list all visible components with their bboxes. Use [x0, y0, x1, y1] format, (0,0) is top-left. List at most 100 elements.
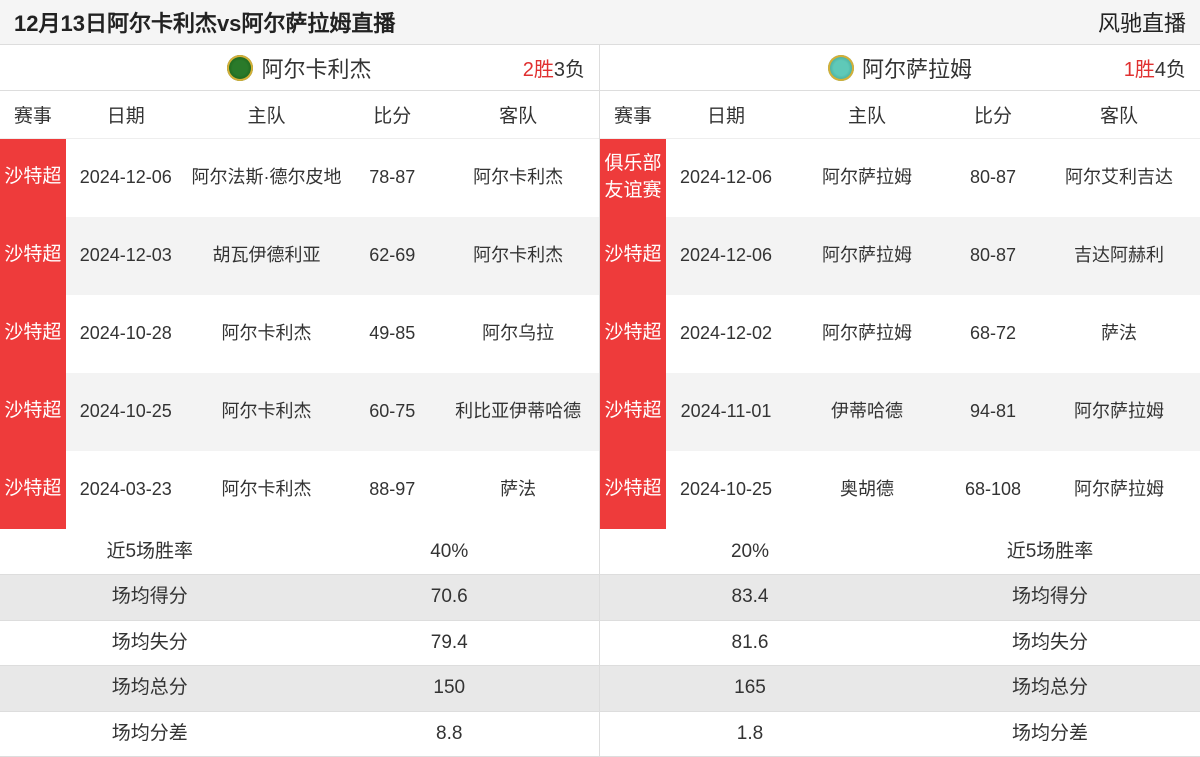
- table-header-row: 赛事 日期 主队 比分 客队: [600, 91, 1200, 139]
- stat-value: 20%: [600, 529, 900, 575]
- table-row: 沙特超2024-12-03胡瓦伊德利亚62-69阿尔卡利杰: [0, 217, 599, 295]
- cell-home: 阿尔卡利杰: [186, 373, 348, 451]
- stat-row: 近5场胜率40%: [0, 529, 599, 575]
- cell-score: 88-97: [347, 451, 437, 529]
- table-row: 沙特超2024-12-06阿尔萨拉姆80-87吉达阿赫利: [600, 217, 1200, 295]
- team-name: 阿尔卡利杰: [261, 52, 371, 84]
- stat-value: 70.6: [300, 575, 600, 621]
- cell-score: 49-85: [347, 295, 437, 373]
- cell-score: 94-81: [948, 373, 1038, 451]
- table-row: 俱乐部友谊赛2024-12-06阿尔萨拉姆80-87阿尔艾利吉达: [600, 139, 1200, 217]
- cell-home: 阿尔卡利杰: [186, 451, 348, 529]
- cell-date: 2024-12-06: [66, 139, 186, 217]
- cell-date: 2024-12-03: [66, 217, 186, 295]
- col-home: 主队: [786, 91, 948, 139]
- matches-table-right: 赛事 日期 主队 比分 客队 俱乐部友谊赛2024-12-06阿尔萨拉姆80-8…: [600, 91, 1200, 529]
- cell-date: 2024-12-02: [666, 295, 786, 373]
- cell-home: 阿尔法斯·德尔皮地: [186, 139, 348, 217]
- stat-row: 场均得分70.6: [0, 575, 599, 621]
- wins-label: 1胜: [1124, 59, 1155, 81]
- cell-home: 阿尔卡利杰: [186, 295, 348, 373]
- cell-away: 阿尔卡利杰: [437, 139, 599, 217]
- cell-league: 沙特超: [600, 373, 666, 451]
- cell-date: 2024-11-01: [666, 373, 786, 451]
- stat-label: 场均失分: [900, 620, 1200, 666]
- stat-label: 场均总分: [900, 666, 1200, 712]
- col-home: 主队: [186, 91, 348, 139]
- col-league: 赛事: [600, 91, 666, 139]
- stat-value: 79.4: [300, 620, 600, 666]
- col-away: 客队: [437, 91, 599, 139]
- stat-value: 83.4: [600, 575, 900, 621]
- stat-label: 近5场胜率: [0, 529, 300, 575]
- cell-league: 俱乐部友谊赛: [600, 139, 666, 217]
- cell-score: 60-75: [347, 373, 437, 451]
- team-logo-icon: [227, 55, 253, 81]
- cell-date: 2024-03-23: [66, 451, 186, 529]
- cell-league: 沙特超: [0, 217, 66, 295]
- stat-value: 8.8: [300, 711, 600, 757]
- cell-away: 阿尔萨拉姆: [1038, 451, 1200, 529]
- col-date: 日期: [66, 91, 186, 139]
- stat-label: 近5场胜率: [900, 529, 1200, 575]
- cell-score: 78-87: [347, 139, 437, 217]
- cell-date: 2024-12-06: [666, 217, 786, 295]
- stat-value: 81.6: [600, 620, 900, 666]
- col-score: 比分: [948, 91, 1038, 139]
- col-league: 赛事: [0, 91, 66, 139]
- cell-home: 胡瓦伊德利亚: [186, 217, 348, 295]
- cell-away: 阿尔乌拉: [437, 295, 599, 373]
- cell-home: 奥胡德: [786, 451, 948, 529]
- col-date: 日期: [666, 91, 786, 139]
- team-record: 1胜4负: [1124, 53, 1186, 82]
- table-row: 沙特超2024-10-25阿尔卡利杰60-75利比亚伊蒂哈德: [0, 373, 599, 451]
- table-row: 沙特超2024-03-23阿尔卡利杰88-97萨法: [0, 451, 599, 529]
- cell-league: 沙特超: [0, 139, 66, 217]
- cell-date: 2024-10-28: [66, 295, 186, 373]
- stat-label: 场均得分: [0, 575, 300, 621]
- cell-date: 2024-10-25: [666, 451, 786, 529]
- cell-away: 阿尔萨拉姆: [1038, 373, 1200, 451]
- cell-score: 62-69: [347, 217, 437, 295]
- wins-label: 2胜: [523, 59, 554, 81]
- stats-table-right: 20%近5场胜率83.4场均得分81.6场均失分165场均总分1.8场均分差: [600, 529, 1200, 757]
- team-logo-icon: [828, 55, 854, 81]
- page-title: 12月13日阿尔卡利杰vs阿尔萨拉姆直播: [14, 6, 395, 38]
- cell-league: 沙特超: [600, 295, 666, 373]
- stat-value: 150: [300, 666, 600, 712]
- brand-label: 风驰直播: [1098, 6, 1186, 38]
- cell-home: 阿尔萨拉姆: [786, 139, 948, 217]
- cell-league: 沙特超: [600, 217, 666, 295]
- main-container: 阿尔卡利杰 2胜3负 赛事 日期 主队 比分 客队 沙特超2024-12-06阿…: [0, 45, 1200, 757]
- cell-league: 沙特超: [0, 373, 66, 451]
- stat-row: 1.8场均分差: [600, 711, 1200, 757]
- stat-label: 场均分差: [900, 711, 1200, 757]
- cell-score: 68-72: [948, 295, 1038, 373]
- table-row: 沙特超2024-12-06阿尔法斯·德尔皮地78-87阿尔卡利杰: [0, 139, 599, 217]
- stat-row: 81.6场均失分: [600, 620, 1200, 666]
- table-header-row: 赛事 日期 主队 比分 客队: [0, 91, 599, 139]
- cell-away: 阿尔艾利吉达: [1038, 139, 1200, 217]
- right-panel: 阿尔萨拉姆 1胜4负 赛事 日期 主队 比分 客队 俱乐部友谊赛2024-12-…: [600, 45, 1200, 757]
- cell-date: 2024-12-06: [666, 139, 786, 217]
- stat-label: 场均分差: [0, 711, 300, 757]
- cell-away: 阿尔卡利杰: [437, 217, 599, 295]
- stat-row: 场均失分79.4: [0, 620, 599, 666]
- team-record: 2胜3负: [523, 53, 585, 82]
- cell-away: 利比亚伊蒂哈德: [437, 373, 599, 451]
- team-name: 阿尔萨拉姆: [862, 52, 972, 84]
- stat-label: 场均得分: [900, 575, 1200, 621]
- stat-row: 场均总分150: [0, 666, 599, 712]
- cell-away: 萨法: [437, 451, 599, 529]
- page-header: 12月13日阿尔卡利杰vs阿尔萨拉姆直播 风驰直播: [0, 0, 1200, 45]
- stat-row: 83.4场均得分: [600, 575, 1200, 621]
- losses-label: 3负: [554, 59, 585, 81]
- team-header-right: 阿尔萨拉姆 1胜4负: [600, 45, 1200, 91]
- cell-league: 沙特超: [0, 295, 66, 373]
- stat-label: 场均总分: [0, 666, 300, 712]
- table-row: 沙特超2024-10-25奥胡德68-108阿尔萨拉姆: [600, 451, 1200, 529]
- stat-row: 165场均总分: [600, 666, 1200, 712]
- cell-home: 伊蒂哈德: [786, 373, 948, 451]
- cell-away: 吉达阿赫利: [1038, 217, 1200, 295]
- team-header-left: 阿尔卡利杰 2胜3负: [0, 45, 599, 91]
